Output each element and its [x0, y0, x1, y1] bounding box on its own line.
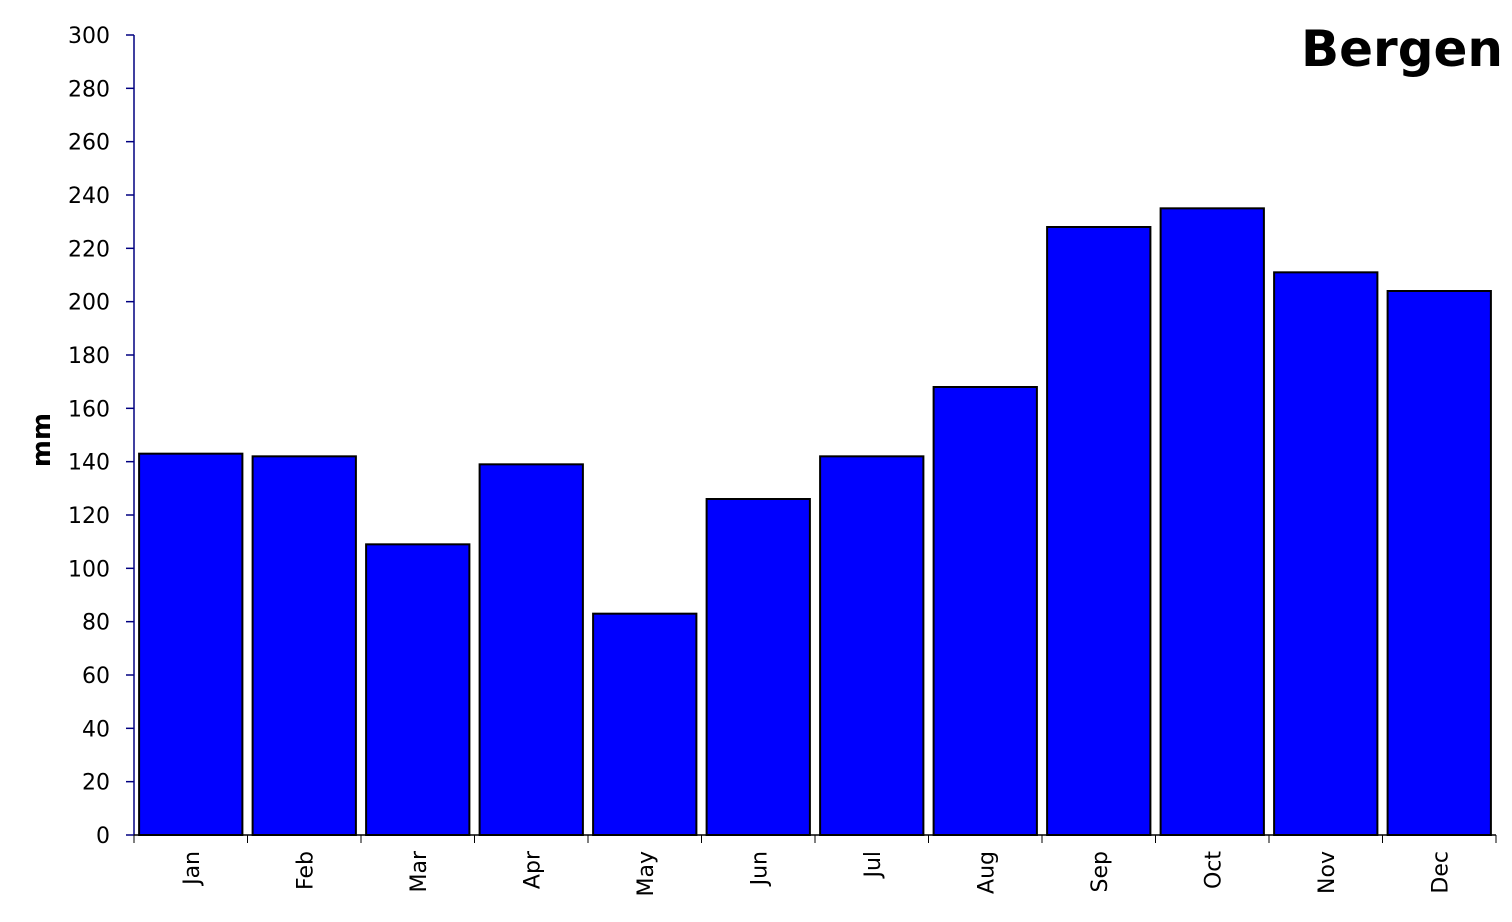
y-tick-label: 160 [68, 397, 110, 422]
x-tick-label: Mar [407, 850, 432, 892]
bar [478, 463, 584, 836]
y-tick-label: 40 [82, 717, 110, 742]
y-tick-label: 20 [82, 771, 110, 796]
x-tick-label: Aug [974, 851, 999, 894]
y-tick-label: 120 [68, 504, 110, 529]
x-tick-label: Oct [1201, 851, 1226, 889]
x-tick-label: Jul [861, 851, 886, 880]
x-tick-label: Feb [293, 851, 318, 890]
y-tick-label: 0 [96, 824, 110, 849]
y-tick-label: 280 [68, 77, 110, 102]
chart-title: Bergen [1301, 20, 1503, 78]
x-tick-label: Sep [1088, 851, 1113, 892]
y-tick-label: 220 [68, 237, 110, 262]
y-tick-label: 140 [68, 451, 110, 476]
bar [705, 498, 811, 836]
x-tick-label: Jan [180, 851, 205, 887]
bar [1159, 207, 1265, 837]
bar [592, 612, 698, 837]
bar [365, 543, 471, 836]
y-tick-label: 180 [68, 344, 110, 369]
y-tick-label: 80 [82, 611, 110, 636]
y-tick-label: 260 [68, 131, 110, 156]
y-tick-label: 60 [82, 664, 110, 689]
y-axis-label: mm [27, 413, 57, 467]
x-tick-label: Apr [520, 850, 545, 889]
x-tick-label: Nov [1315, 851, 1340, 894]
bar [932, 386, 1038, 836]
bar [251, 455, 357, 836]
x-tick-label: Dec [1428, 851, 1453, 894]
y-tick-label: 300 [68, 24, 110, 49]
bar [1046, 226, 1152, 836]
bar [1386, 290, 1492, 836]
y-tick-label: 100 [68, 557, 110, 582]
bar [819, 455, 925, 836]
x-tick-label: May [634, 851, 659, 896]
y-tick-label: 240 [68, 184, 110, 209]
x-tick-label: Jun [747, 851, 772, 887]
bar [138, 452, 244, 836]
y-tick-label: 200 [68, 291, 110, 316]
bar [1273, 271, 1379, 837]
